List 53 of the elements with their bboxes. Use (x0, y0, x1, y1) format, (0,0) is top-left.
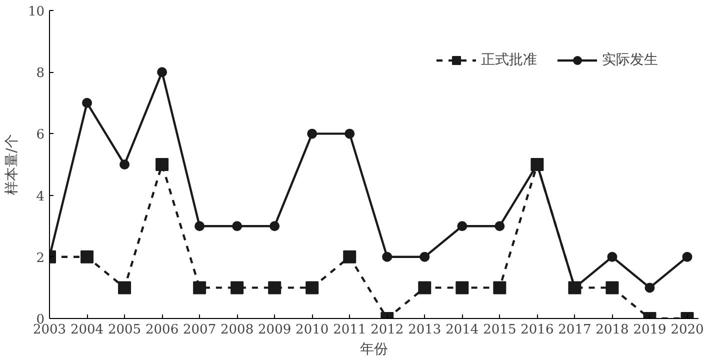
point (307, 128, 318, 139)
x-tick-label: 2017 (558, 322, 592, 338)
point (644, 282, 655, 293)
point (232, 221, 242, 232)
point (494, 221, 505, 232)
x-tick-label: 2016 (520, 322, 554, 338)
point (80, 250, 94, 264)
point (270, 221, 280, 232)
legend-label: 正式批准 (481, 51, 537, 69)
point (268, 281, 282, 294)
x-tick-label: 2018 (596, 322, 629, 338)
x-tick-label: 2012 (370, 322, 404, 338)
point (420, 252, 430, 262)
point (230, 281, 244, 294)
point (193, 281, 206, 294)
point (120, 160, 130, 170)
x-tick-label: 2005 (108, 322, 142, 338)
y-tick-label: 6 (36, 128, 45, 143)
x-axis-title: 年份 (360, 342, 388, 358)
point (118, 281, 132, 294)
y-tick-label: 4 (36, 189, 45, 204)
x-tick-label: 2020 (670, 322, 704, 338)
y-tick-label: 2 (36, 250, 45, 266)
point (607, 252, 618, 262)
x-tick-label: 2004 (70, 322, 104, 338)
point (194, 221, 205, 232)
x-tick-label: 2011 (333, 322, 366, 338)
point (344, 128, 355, 139)
point (157, 67, 168, 78)
point (156, 158, 169, 171)
legend-label: 实际发生 (602, 51, 658, 69)
y-axis-title: 样本量/个 (4, 134, 20, 195)
point (343, 250, 356, 264)
y-tick-label: 8 (36, 66, 45, 82)
x-tick-label: 2008 (220, 322, 254, 338)
point (82, 98, 92, 108)
x-tick-label: 2014 (446, 322, 479, 338)
x-tick-label: 2015 (483, 322, 516, 338)
point (457, 221, 468, 232)
y-tick-label: 10 (28, 4, 45, 20)
point (606, 281, 619, 294)
point (306, 281, 319, 294)
x-tick-label: 2010 (296, 322, 329, 338)
point (418, 281, 432, 294)
x-tick-label: 2019 (633, 322, 666, 338)
point (456, 281, 469, 294)
point (682, 252, 692, 262)
x-tick-label: 2009 (258, 322, 292, 338)
x-tick-label: 2007 (183, 322, 216, 338)
point (493, 281, 506, 294)
x-tick-label: 2013 (408, 322, 442, 338)
point (382, 252, 392, 262)
x-tick-label: 2006 (146, 322, 179, 338)
